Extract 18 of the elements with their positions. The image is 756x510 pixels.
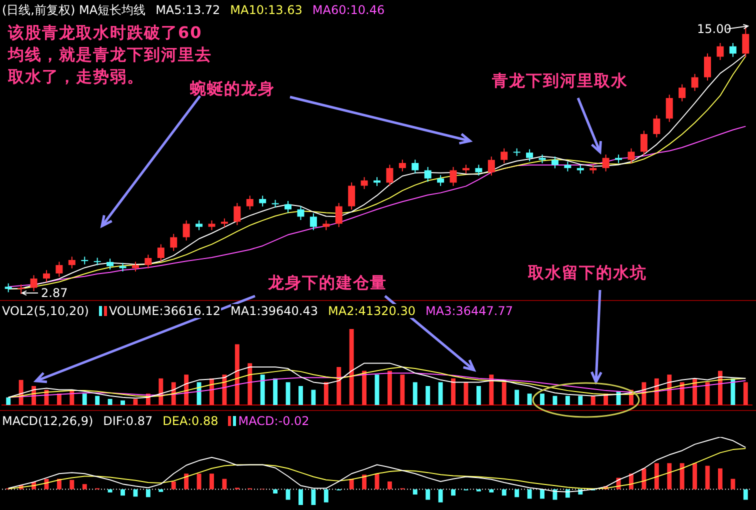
- text: MA60:10.46: [312, 3, 385, 17]
- text: MA10:13.63: [230, 3, 302, 17]
- chart-title: MACD(12,26,9): [2, 414, 94, 428]
- text: MA5:13.72: [156, 3, 220, 17]
- legend-label: VOLUME:36616.12: [108, 304, 220, 318]
- annotation: 取水留下的水坑: [528, 262, 647, 284]
- annotation: 15.00: [697, 22, 732, 36]
- annotation: 2.87: [41, 286, 68, 300]
- annotation: 青龙下到河里取水: [492, 70, 628, 92]
- text: MA3:36447.77: [426, 304, 513, 318]
- text: DEA:0.88: [162, 414, 218, 428]
- chart-title: VOL2(5,10,20): [2, 304, 89, 318]
- text: MA1:39640.43: [230, 304, 318, 318]
- annotation: 龙身下的建仓量: [268, 272, 387, 294]
- text: MA2:41320.30: [328, 304, 416, 318]
- text: DIF:0.87: [103, 414, 153, 428]
- legend-label: MACD:-0.02: [238, 414, 310, 428]
- chart-title: (日线,前复权) MA短长均线: [2, 2, 146, 18]
